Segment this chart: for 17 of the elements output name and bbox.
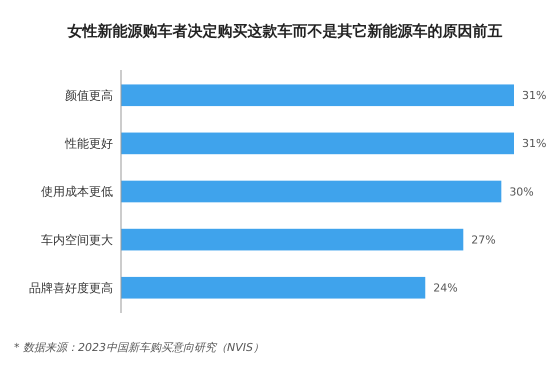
data-label: 24% — [433, 282, 458, 295]
bar — [121, 228, 464, 250]
y-tick-label: 颜值更高 — [65, 88, 113, 102]
bar — [121, 276, 426, 299]
chart-title: 女性新能源购车者决定购买这款车而不是其它新能源车的原因前五 — [66, 22, 502, 40]
data-label: 30% — [509, 185, 534, 198]
bar — [121, 132, 514, 154]
y-tick-label: 性能更好 — [64, 136, 113, 151]
data-label: 31% — [522, 89, 546, 102]
bar — [121, 84, 514, 106]
data-label: 31% — [522, 137, 546, 150]
bar — [121, 180, 502, 202]
y-tick-label: 品牌喜好度更高 — [29, 280, 113, 295]
text: * 数据来源：2023中国新车购买意向研究（NVIS） — [14, 341, 264, 354]
data-label: 27% — [471, 233, 496, 246]
y-tick-label: 使用成本更低 — [41, 184, 113, 199]
y-tick-label: 车内空间更大 — [41, 232, 113, 247]
